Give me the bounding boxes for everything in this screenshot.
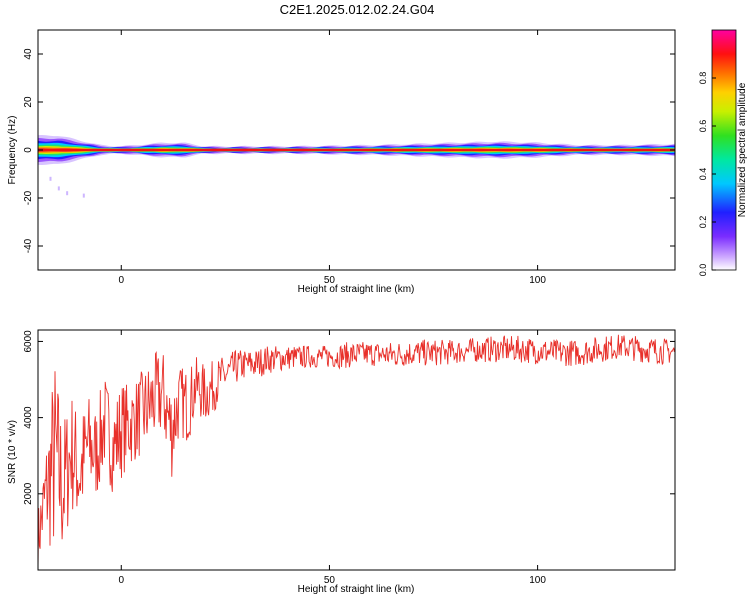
snr-axes-frame <box>37 329 676 571</box>
spectrogram-x-label: Height of straight line (km) <box>298 284 415 295</box>
figure-title: C2E1.2025.012.02.24.G04 <box>280 2 435 17</box>
colorbar-label: Normalized spectral amplitude <box>737 82 748 217</box>
colorbar-tick-label: 0.6 <box>698 120 708 133</box>
colorbar-tick-label: 0.4 <box>698 168 708 181</box>
spectrogram-y-tick-label: 40 <box>23 48 34 60</box>
spectrum-scatter-point <box>57 186 60 191</box>
spectrogram-x-tick-label: 0 <box>118 275 124 286</box>
spectrogram-panel: 0 50 100 -40 -20 0 20 40 Height of straight lin… <box>7 29 676 295</box>
spectrogram-y-tick-label: 20 <box>23 96 34 108</box>
colorbar-tick-label: 0.8 <box>698 72 708 85</box>
spectrum-scatter-point <box>82 193 85 198</box>
spectrum-scatter-point <box>66 191 69 196</box>
spectrum-scatter-point <box>49 176 52 181</box>
snr-x-tick-label: 0 <box>118 575 124 586</box>
colorbar-tick-label: 0.2 <box>698 216 708 229</box>
spectrogram-y-label: Frequency (Hz) <box>7 116 18 185</box>
spectrogram-x-tick-label: 50 <box>324 275 336 286</box>
snr-y-tick-label: 2000 <box>23 482 34 505</box>
colorbar: 0.0 0.2 0.4 0.6 0.8 Normalized spectral ampl… <box>698 29 748 277</box>
spectrogram-x-tick-label: 100 <box>529 275 546 286</box>
spectrogram-y-tick-label: 0 <box>23 147 34 153</box>
snr-series-line <box>38 334 675 570</box>
spectrogram-heatmap <box>38 135 675 198</box>
spectrogram-y-tick-label: -20 <box>23 190 34 205</box>
snr-y-tick-label: 6000 <box>23 330 34 353</box>
colorbar-ticks: 0.0 0.2 0.4 0.6 0.8 <box>698 72 716 277</box>
snr-ticks: 0 50 100 2000 4000 6000 <box>23 330 675 586</box>
snr-y-tick-label: 4000 <box>23 406 34 429</box>
colorbar-tick-label: 0.0 <box>698 264 708 277</box>
spectrogram-ticks: 0 50 100 -40 -20 0 20 40 <box>23 30 675 286</box>
snr-y-label: SNR (10 * v/v) <box>7 420 18 484</box>
snr-panel: 0 50 100 2000 4000 6000 Height of straight li… <box>7 329 676 595</box>
spectrogram-y-tick-label: -40 <box>23 238 34 253</box>
colorbar-gradient <box>711 29 737 271</box>
snr-x-tick-label: 50 <box>324 575 336 586</box>
snr-plot-area <box>38 334 675 570</box>
snr-x-tick-label: 100 <box>529 575 546 586</box>
snr-x-label: Height of straight line (km) <box>298 584 415 595</box>
